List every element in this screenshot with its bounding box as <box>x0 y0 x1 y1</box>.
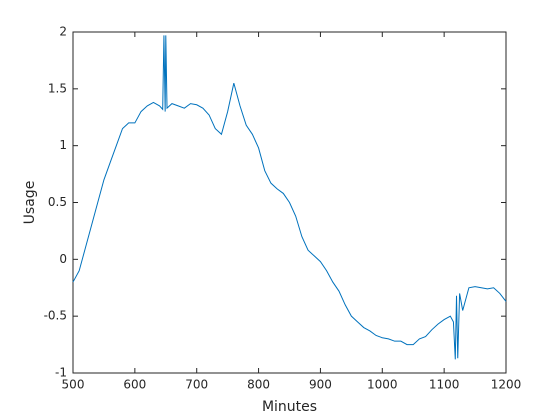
y-tick-label: 0 <box>59 252 67 266</box>
x-tick-label: 900 <box>309 378 332 392</box>
x-tick-label: 600 <box>123 378 146 392</box>
x-tick-label: 500 <box>62 378 85 392</box>
y-tick-label: 0.5 <box>48 195 67 209</box>
x-tick-label: 1100 <box>429 378 460 392</box>
y-tick-label: 1.5 <box>48 81 67 95</box>
x-tick-label: 700 <box>185 378 208 392</box>
x-tick-label: 1000 <box>367 378 398 392</box>
x-tick-label: 800 <box>247 378 270 392</box>
x-axis-label: Minutes <box>262 399 317 415</box>
y-tick-label: 2 <box>59 25 67 39</box>
y-tick-label: -1 <box>55 366 67 380</box>
y-axis-label: Usage <box>22 181 38 225</box>
y-tick-label: -0.5 <box>44 309 67 323</box>
x-tick-label: 1200 <box>491 378 522 392</box>
data-line <box>72 35 507 360</box>
y-tick-label: 1 <box>59 138 67 152</box>
